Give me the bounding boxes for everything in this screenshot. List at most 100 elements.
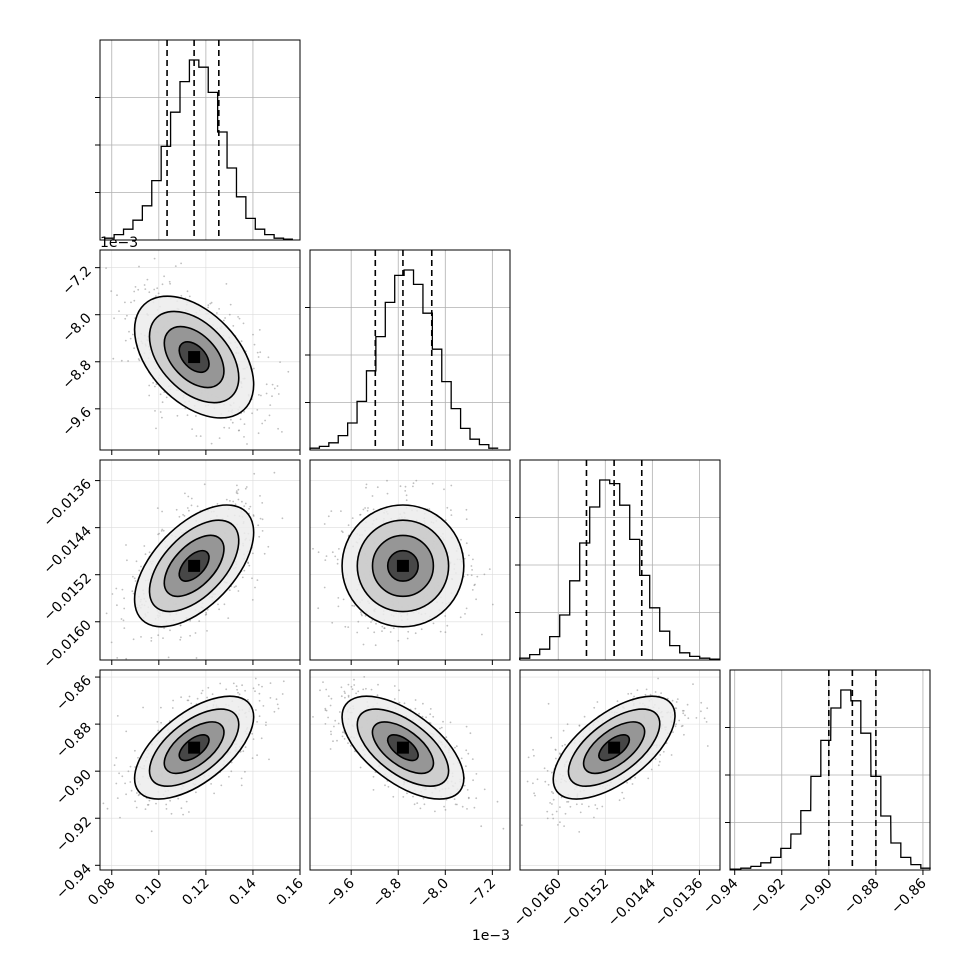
sample-point [324,723,327,725]
sample-point [152,382,155,384]
sample-point [412,795,414,798]
sample-point [566,801,568,803]
sample-point [186,699,189,702]
sample-point [154,385,156,388]
sample-point [237,691,239,694]
sample-point [467,797,470,800]
sample-point [135,806,138,809]
sample-point [271,383,274,386]
sample-point [475,598,477,601]
x-tick-label: −8.8 [370,876,405,911]
sample-point [232,682,235,685]
sample-point [351,604,354,607]
sample-point [128,330,130,333]
sample-point [659,754,662,756]
panel-frame [99,39,301,241]
sample-point [399,485,402,488]
sample-point [481,633,483,636]
sample-point [387,785,390,788]
sample-point [161,416,163,419]
sample-point [161,283,164,286]
sample-point [223,603,226,606]
sample-point [251,599,254,601]
sample-point [190,497,193,500]
panel-frame [99,249,301,451]
sample-point [362,508,365,511]
density-peak [396,559,409,572]
sample-point [331,621,334,624]
sample-point [623,797,625,800]
x-tick-label: 0.12 [179,876,212,909]
sample-point [188,509,190,512]
sample-point [115,587,118,590]
sample-point [133,290,136,293]
sample-point [337,722,340,725]
sample-point [347,696,350,698]
sample-point [686,703,689,706]
sample-point [483,788,486,791]
sample-point [596,701,599,703]
sample-point [644,693,647,696]
x-tick-label: −8.0 [417,876,452,911]
sample-point [373,631,376,634]
sample-point [150,830,153,833]
histogram-2 [519,479,720,660]
sample-point [113,317,115,320]
diag-panel-3 [725,669,931,871]
sample-point [372,775,375,778]
sample-point [359,513,362,516]
sample-point [330,510,333,512]
sample-point [127,360,129,362]
sample-point [404,485,407,488]
sample-point [364,614,367,617]
sample-point [160,721,163,724]
sample-point [432,622,435,625]
sample-point [534,794,536,797]
sample-point [120,359,123,362]
sample-point [247,561,249,564]
sample-point [209,302,212,305]
x-tick-label: −0.92 [747,876,789,918]
sample-point [180,636,182,639]
sample-point [242,750,245,753]
sample-point [168,280,171,283]
y-tick-label: −0.92 [53,814,95,856]
sample-point [189,619,192,622]
sample-point [634,776,636,779]
sample-point [258,692,261,695]
sample-point [277,393,280,395]
sample-point [536,778,539,781]
sample-point [260,737,263,740]
density-peak [608,741,621,754]
sample-point [252,687,255,690]
sample-point [121,588,124,591]
sample-point [218,608,221,611]
sample-point [384,784,386,787]
sample-point [132,575,134,578]
sample-point [351,517,354,519]
sample-point [124,339,127,342]
sample-point [199,435,202,437]
sample-point [465,508,468,511]
sample-point [678,719,681,722]
sample-point [404,490,407,492]
panel-2-1 [309,459,511,661]
sample-point [236,484,238,487]
sample-point [412,482,415,485]
sample-point [467,752,470,755]
sample-point [465,765,467,768]
sample-point [256,409,259,411]
sample-point [281,431,283,433]
sample-point [180,696,183,699]
sample-point [546,817,549,820]
sample-point [476,575,479,578]
sample-point [415,479,418,482]
y-tick-label: −0.90 [53,767,95,809]
sample-point [260,394,262,397]
sample-point [502,827,505,830]
sample-point [466,574,469,576]
sample-point [241,500,243,503]
sample-point [371,495,374,497]
sample-point [125,730,128,733]
sample-point [323,523,326,525]
